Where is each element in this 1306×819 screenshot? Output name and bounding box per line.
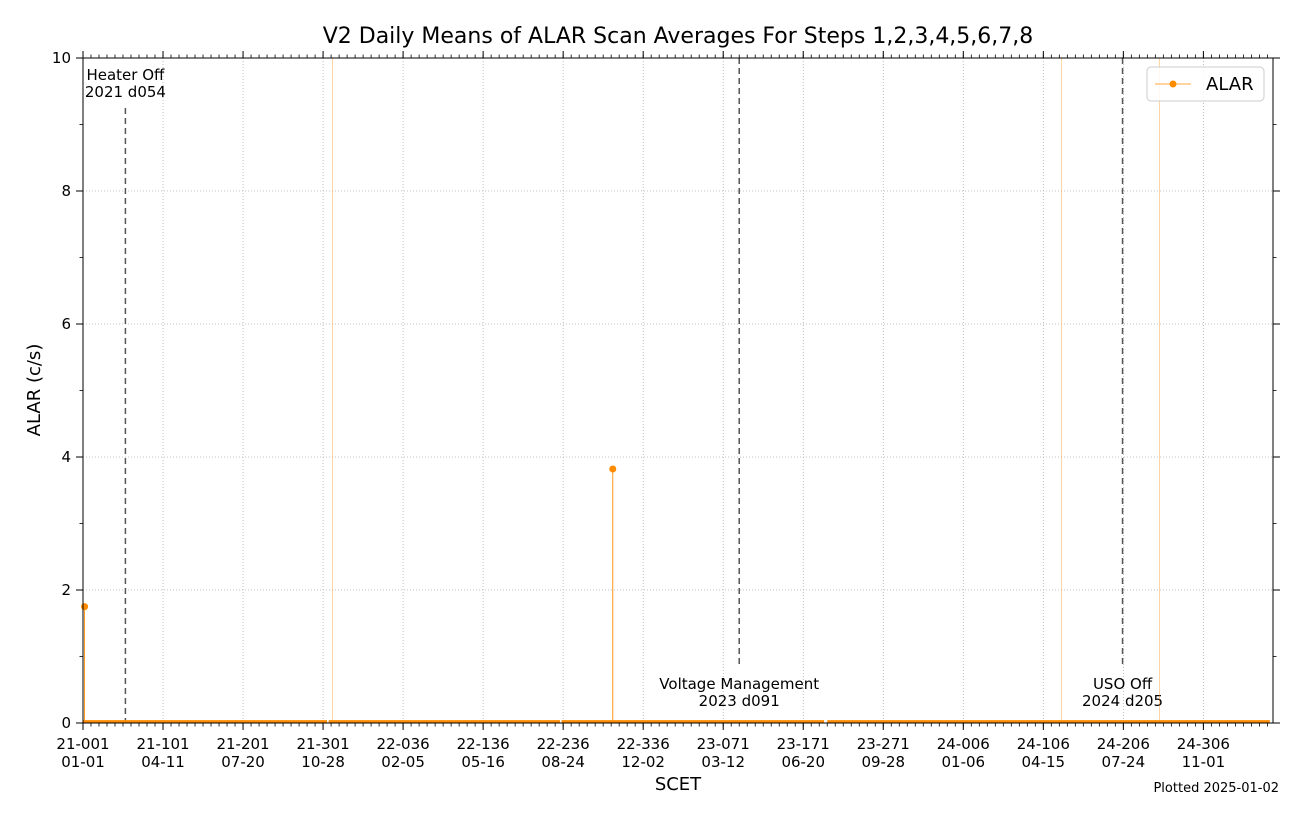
x-tick-label-date: 04-11 — [141, 753, 185, 771]
legend-box — [1146, 66, 1265, 102]
y-tick-label: 0 — [61, 714, 71, 732]
x-tick-label-date: 10-28 — [301, 753, 345, 771]
event-label: Heater Off — [86, 66, 165, 84]
x-tick-label-date: 06-20 — [781, 753, 825, 771]
x-tick-label: 22-336 — [617, 735, 670, 753]
x-tick-label-date: 01-06 — [941, 753, 985, 771]
x-tick-label: 23-071 — [697, 735, 750, 753]
x-tick-label: 21-001 — [56, 735, 109, 753]
x-tick-label-date: 07-24 — [1102, 753, 1146, 771]
y-tick-label: 2 — [61, 581, 71, 599]
x-tick-label-date: 12-02 — [621, 753, 665, 771]
x-tick-label: 24-306 — [1177, 735, 1230, 753]
y-tick-label: 6 — [61, 315, 71, 333]
x-tick-label-date: 07-20 — [221, 753, 265, 771]
x-tick-label: 24-206 — [1097, 735, 1150, 753]
legend-label-alar: ALAR — [1206, 74, 1254, 95]
series-point — [609, 465, 617, 473]
x-tick-label: 22-136 — [457, 735, 510, 753]
x-tick-label-date: 03-12 — [701, 753, 745, 771]
x-tick-label: 22-036 — [377, 735, 430, 753]
grid — [82, 57, 1273, 724]
x-tick-label: 24-106 — [1017, 735, 1070, 753]
x-tick-label-date: 08-24 — [541, 753, 585, 771]
legend-marker — [1169, 80, 1177, 88]
x-tick-label: 23-171 — [777, 735, 830, 753]
event-label: Voltage Management — [659, 675, 819, 693]
x-tick-label-date: 09-28 — [861, 753, 905, 771]
plot-frame — [82, 57, 1274, 724]
y-tick-label: 8 — [61, 182, 71, 200]
event-label-day: 2021 d054 — [85, 83, 166, 101]
series-point — [81, 603, 89, 611]
axis-ticks: 21-00101-0121-10104-1121-20107-2021-3011… — [52, 49, 1280, 771]
x-tick-label-date: 05-16 — [461, 753, 505, 771]
x-tick-label-date: 11-01 — [1182, 753, 1226, 771]
x-tick-label: 22-236 — [537, 735, 590, 753]
event-label-day: 2023 d091 — [699, 692, 780, 710]
event-label: USO Off — [1093, 675, 1153, 693]
x-tick-label: 21-201 — [216, 735, 269, 753]
event-label-day: 2024 d205 — [1082, 692, 1163, 710]
y-tick-label: 4 — [61, 448, 71, 466]
x-tick-label: 23-271 — [857, 735, 910, 753]
x-tick-label-date: 02-05 — [381, 753, 425, 771]
x-tick-label-date: 01-01 — [61, 753, 105, 771]
legend: ALAR — [1146, 66, 1265, 102]
x-tick-label-date: 04-15 — [1022, 753, 1066, 771]
x-tick-label: 21-101 — [136, 735, 189, 753]
x-axis-label: SCET — [655, 774, 702, 795]
y-tick-label: 10 — [52, 49, 71, 67]
plotted-date: Plotted 2025-01-02 — [1153, 781, 1279, 796]
series-alar — [81, 58, 1270, 724]
chart-title: V2 Daily Means of ALAR Scan Averages For… — [323, 24, 1034, 49]
x-tick-label: 24-006 — [937, 735, 990, 753]
y-axis-label: ALAR (c/s) — [24, 344, 45, 437]
x-tick-label: 21-301 — [297, 735, 350, 753]
